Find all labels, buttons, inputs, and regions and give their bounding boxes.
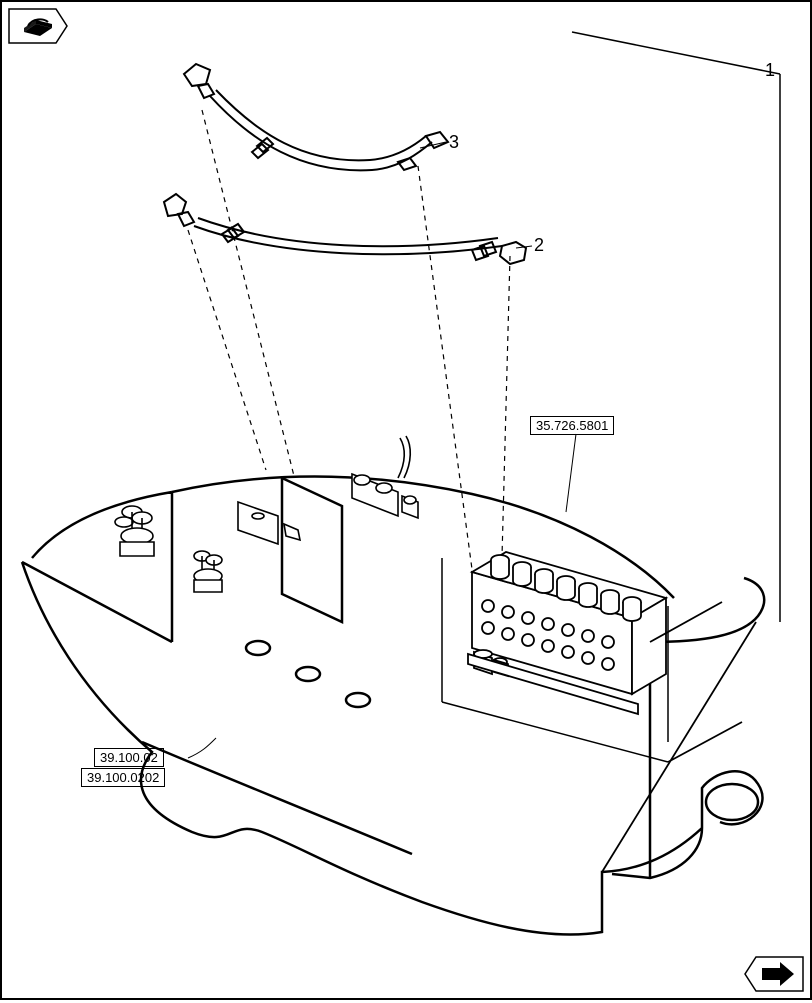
next-arrow-icon [744,956,804,992]
callout-2: 2 [532,235,546,256]
ref-frame-b: 39.100.0202 [81,768,165,787]
exploded-diagram [2,2,810,998]
control-valve [468,434,666,714]
hose-upper [184,64,448,170]
callout-1: 1 [763,60,777,81]
deck-fittings-left [115,502,300,592]
page-flag-bottom-right[interactable] [744,956,804,992]
upper-frame [22,477,764,935]
page-frame: 1 2 3 35.726.5801 39.100.02 39.100.0202 [0,0,812,1000]
page-flag-top-left [8,8,68,44]
hose-lower [164,194,526,264]
ref-valve: 35.726.5801 [530,416,614,435]
callout-3: 3 [447,132,461,153]
center-swivel [352,436,418,518]
book-icon [8,8,68,44]
ref-frame-a: 39.100.02 [94,748,164,767]
